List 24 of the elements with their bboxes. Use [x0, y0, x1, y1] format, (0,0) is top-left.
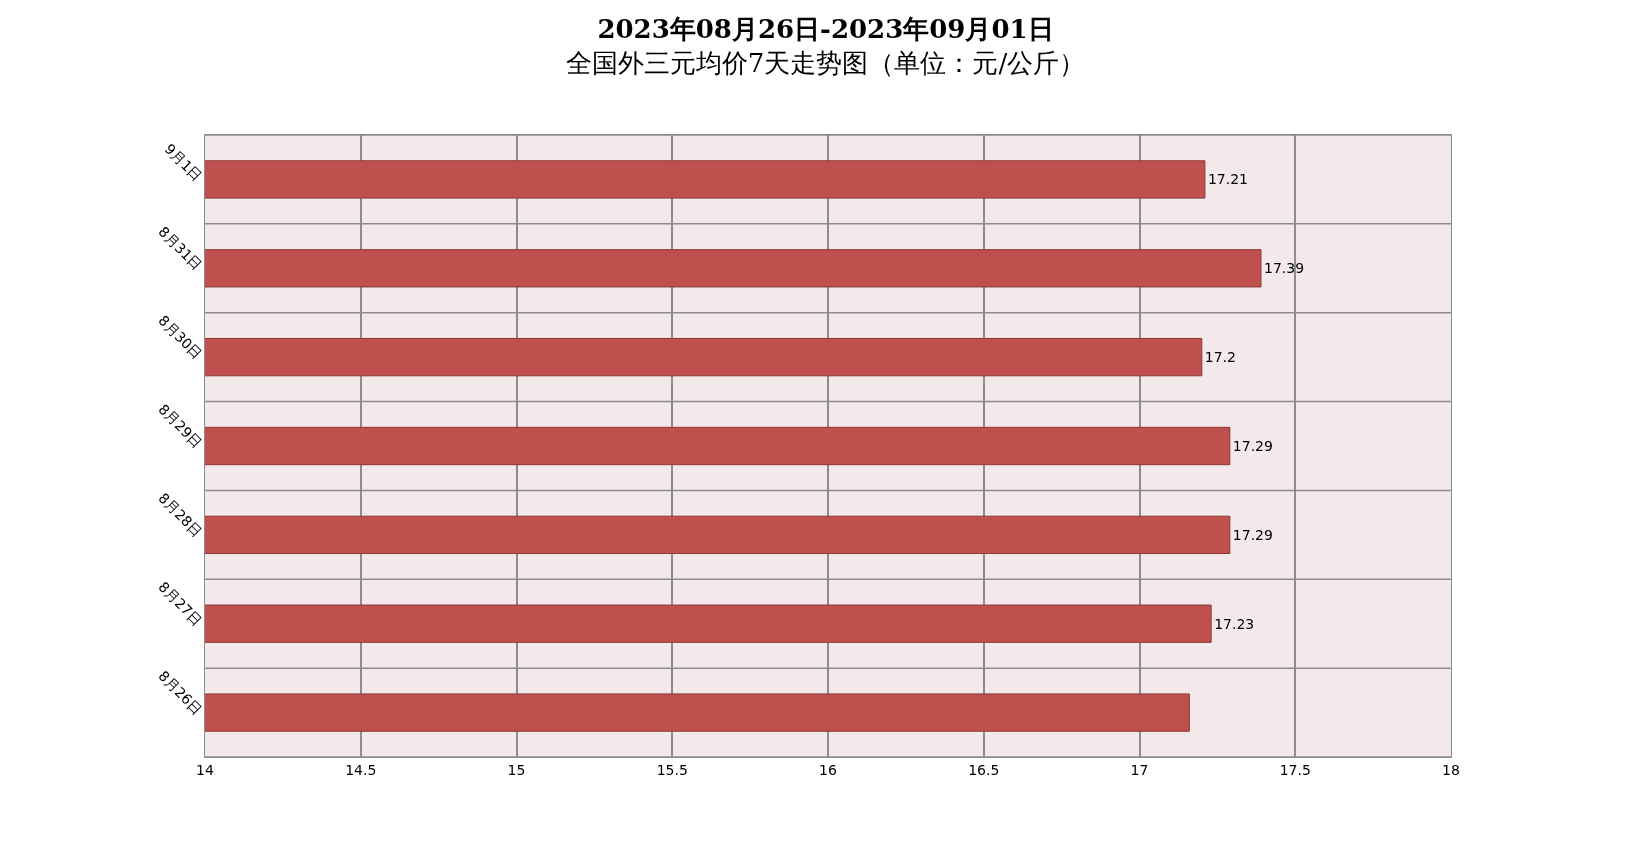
- x-tick-label: 15.5: [656, 761, 688, 778]
- x-tick-label: 15: [507, 761, 526, 778]
- y-tick-label: 8月28日: [155, 489, 206, 540]
- x-tick-label: 17.5: [1279, 761, 1311, 778]
- x-tick-label: 18: [1442, 761, 1460, 778]
- y-tick-label: 8月26日: [155, 667, 206, 718]
- data-label: 17.29: [1232, 526, 1273, 543]
- x-tick-label: 16.5: [968, 761, 1000, 778]
- y-tick-label: 8月27日: [155, 578, 206, 629]
- chart-title: 2023年08月26日-2023年09月01日: [597, 14, 1054, 45]
- y-tick-label: 8月31日: [155, 223, 206, 274]
- y-tick-label: 8月30日: [155, 312, 206, 363]
- data-label: 17.29: [1232, 438, 1273, 454]
- x-tick-label: 14.5: [345, 761, 377, 778]
- x-tick-label: 17: [1130, 761, 1149, 778]
- chart-subtitle: 全国外三元均价7天走势图（单位：元/公斤）: [565, 48, 1086, 79]
- data-label: 17.2: [1204, 349, 1236, 366]
- data-label: 17.39: [1263, 260, 1305, 277]
- y-tick-label: 9月1日: [161, 140, 206, 185]
- data-label: 17.21: [1207, 171, 1249, 188]
- x-tick-label: 14: [196, 761, 214, 778]
- y-tick-label: 8月29日: [155, 400, 206, 451]
- x-tick-label: 16: [819, 761, 837, 778]
- data-label: 17.23: [1214, 615, 1255, 632]
